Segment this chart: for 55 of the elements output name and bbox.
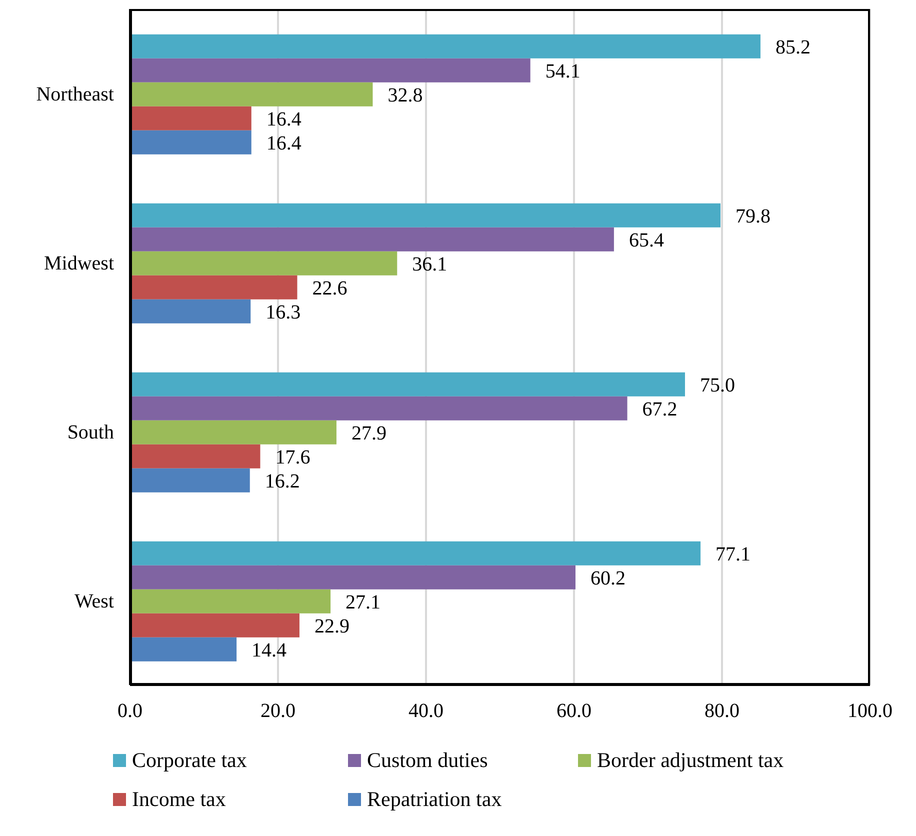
data-label: 27.1 bbox=[346, 591, 381, 614]
legend-label: Corporate tax bbox=[132, 748, 247, 773]
bar bbox=[130, 589, 331, 614]
x-tick-label: 20.0 bbox=[260, 700, 296, 722]
bar bbox=[130, 541, 701, 566]
bar bbox=[130, 251, 398, 276]
legend-label: Repatriation tax bbox=[367, 787, 502, 812]
x-tick-label: 100.0 bbox=[848, 700, 892, 722]
legend-label: Income tax bbox=[132, 787, 226, 812]
y-tick-label: South bbox=[67, 422, 114, 444]
data-label: 85.2 bbox=[775, 36, 810, 58]
data-label: 54.1 bbox=[545, 60, 580, 82]
bar bbox=[130, 34, 760, 58]
bar bbox=[130, 396, 628, 420]
bar bbox=[130, 468, 250, 492]
bar bbox=[130, 227, 614, 252]
bar bbox=[130, 58, 530, 82]
bar bbox=[130, 444, 260, 468]
y-tick-label: West bbox=[74, 590, 114, 613]
data-label: 77.1 bbox=[716, 543, 751, 566]
bar bbox=[130, 299, 251, 324]
bar bbox=[130, 637, 237, 662]
data-label: 16.4 bbox=[266, 108, 302, 130]
data-label: 65.4 bbox=[628, 229, 664, 252]
data-label: 36.1 bbox=[412, 253, 448, 276]
legend-label: Border adjustment tax bbox=[597, 748, 784, 773]
data-label: 14.4 bbox=[252, 639, 287, 662]
bar bbox=[130, 420, 336, 444]
bar bbox=[130, 565, 576, 590]
legend-label: Custom duties bbox=[367, 748, 488, 773]
bar bbox=[130, 82, 373, 106]
data-label: 60.2 bbox=[590, 567, 626, 590]
x-tick-label: 60.0 bbox=[556, 700, 592, 722]
data-label: 75.0 bbox=[700, 374, 735, 396]
data-label: 27.9 bbox=[351, 422, 386, 444]
y-tick-label: Northeast bbox=[36, 84, 114, 106]
data-label: 16.3 bbox=[266, 301, 301, 324]
x-tick-label: 40.0 bbox=[408, 700, 444, 722]
bar bbox=[130, 130, 252, 154]
bar bbox=[130, 372, 685, 396]
bar bbox=[130, 613, 300, 638]
data-label: 79.8 bbox=[736, 205, 771, 228]
data-label: 67.2 bbox=[642, 398, 678, 420]
data-label: 17.6 bbox=[275, 446, 310, 468]
bar bbox=[130, 275, 298, 300]
x-tick-label: 80.0 bbox=[704, 700, 740, 722]
y-tick-label: Midwest bbox=[44, 252, 114, 275]
bar bbox=[130, 106, 252, 130]
bar bbox=[130, 203, 721, 228]
data-label: 16.4 bbox=[266, 132, 302, 154]
data-label: 16.2 bbox=[264, 470, 300, 492]
data-label: 32.8 bbox=[388, 84, 423, 106]
data-label: 22.6 bbox=[312, 277, 348, 300]
x-tick-label: 0.0 bbox=[118, 700, 142, 722]
data-label: 22.9 bbox=[314, 615, 350, 638]
